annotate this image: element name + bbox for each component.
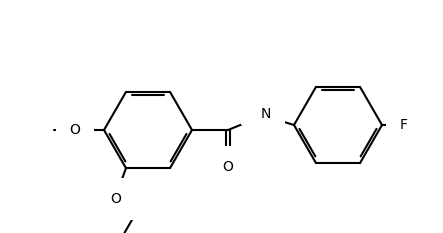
Text: N: N [261, 107, 271, 121]
Text: O: O [222, 160, 233, 174]
Text: H: H [253, 99, 263, 113]
Text: F: F [400, 118, 408, 132]
Text: O: O [70, 123, 81, 137]
Text: O: O [111, 192, 121, 206]
